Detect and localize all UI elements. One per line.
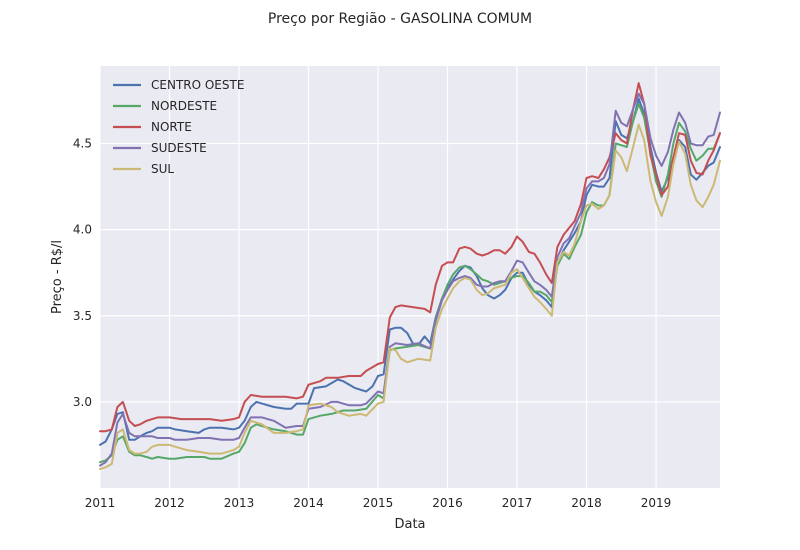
grid [99,66,720,488]
x-tick-label: 2017 [502,496,533,510]
legend-label: SUDESTE [151,141,207,155]
legend-label: SUL [151,162,174,176]
series-line-nordeste [99,102,721,464]
plot-area [100,66,720,488]
x-tick-labels: 2011 2012 2013 2014 2015 2016 2017 2018 2019 [85,496,672,510]
x-tick-label: 2014 [293,496,324,510]
legend-label: NORTE [151,120,192,134]
legend-label: CENTRO OESTE [151,78,244,92]
x-tick-label: 2013 [224,496,255,510]
x-tick-label: 2019 [641,496,672,510]
x-tick-label: 2015 [363,496,394,510]
y-tick-label: 3.5 [73,309,92,323]
y-axis-label: Preço - R$/l [50,240,65,314]
x-tick-label: 2011 [85,496,116,510]
series-line-sudeste [99,92,721,467]
x-tick-label: 2016 [432,496,463,510]
x-tick-label: 2018 [571,496,602,510]
y-tick-label: 4.0 [73,223,92,237]
y-tick-label: 4.5 [73,137,92,151]
x-axis-label: Data [394,517,425,532]
y-tick-labels: 3.0 3.5 4.0 4.5 [73,137,92,409]
x-tick-label: 2012 [154,496,185,510]
series-group [99,82,721,471]
chart-title: Preço por Região - GASOLINA COMUM [268,11,532,27]
legend-label: NORDESTE [151,99,217,113]
legend: CENTRO OESTE NORDESTE NORTE SUDESTE SUL [113,78,244,176]
series-line-sul [99,123,721,471]
y-tick-label: 3.0 [73,395,92,409]
